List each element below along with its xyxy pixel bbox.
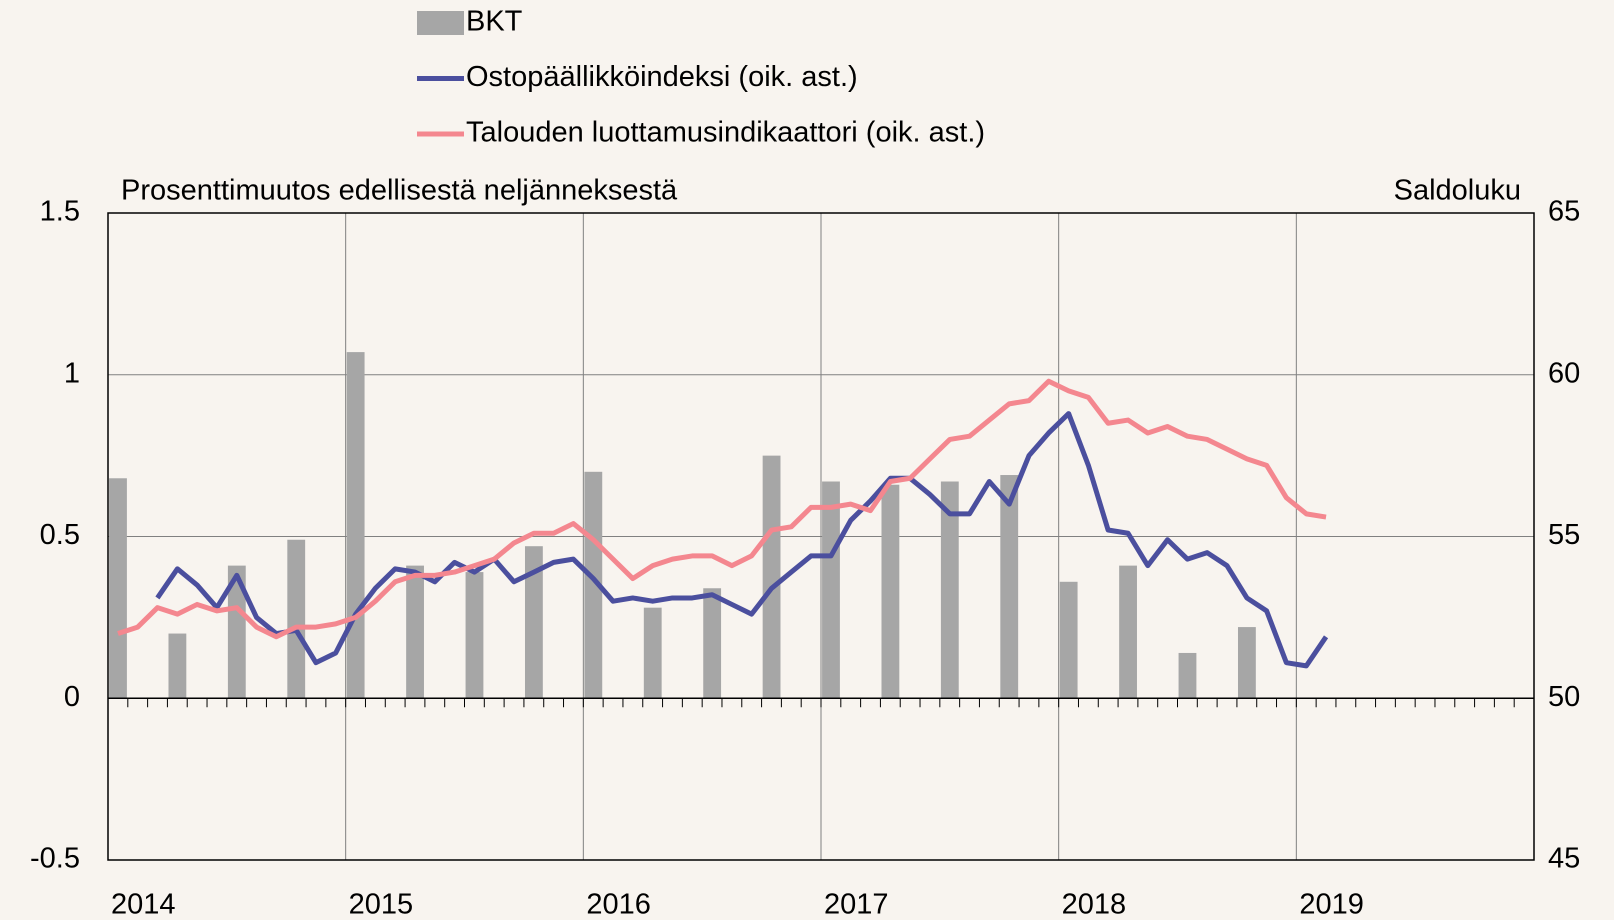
y-tick-label: 0.5 xyxy=(40,519,80,551)
legend-label: BKT xyxy=(466,6,523,38)
y2-tick-label: 65 xyxy=(1548,196,1580,228)
y2-tick-label: 50 xyxy=(1548,681,1580,713)
y-tick-label: 0 xyxy=(64,681,80,713)
y-tick-label: 1.5 xyxy=(40,196,80,228)
bar xyxy=(881,484,900,699)
y2-tick-label: 55 xyxy=(1548,519,1580,551)
x-tick-label: 2014 xyxy=(111,889,176,920)
bar xyxy=(406,565,424,699)
x-tick-label: 2018 xyxy=(1062,889,1127,920)
bar xyxy=(109,478,127,699)
y-tick-label: -0.5 xyxy=(30,843,80,875)
bar xyxy=(643,607,662,699)
plot-frame xyxy=(107,212,1535,861)
bar xyxy=(227,565,246,699)
bar xyxy=(822,481,840,699)
legend-label: Ostopäällikköindeksi (oik. ast.) xyxy=(466,61,858,93)
bar xyxy=(940,481,959,699)
bar xyxy=(584,471,603,699)
line xyxy=(117,378,1327,640)
y-tick-label: 1 xyxy=(64,357,80,389)
bar xyxy=(1178,652,1197,699)
legend-swatch xyxy=(417,11,464,35)
bar xyxy=(762,455,781,699)
x-tick-label: 2019 xyxy=(1299,889,1364,920)
bar xyxy=(703,588,722,699)
bar xyxy=(1059,581,1078,699)
y2-tick-label: 60 xyxy=(1548,357,1580,389)
bar xyxy=(1119,565,1137,699)
y-axis-label: Prosenttimuutos edellisestä neljännekses… xyxy=(121,175,678,207)
bar xyxy=(1000,475,1019,699)
bar xyxy=(346,352,365,699)
bar xyxy=(168,633,187,699)
legend-label: Talouden luottamusindikaattori (oik. ast… xyxy=(466,117,985,149)
y2-tick-label: 45 xyxy=(1548,843,1580,875)
x-tick-label: 2015 xyxy=(349,889,414,920)
x-tick-label: 2016 xyxy=(586,889,651,920)
bar xyxy=(1237,627,1256,699)
x-tick-label: 2017 xyxy=(824,889,889,920)
bar xyxy=(287,539,306,699)
y2-axis-label: Saldoluku xyxy=(1394,175,1521,207)
bar xyxy=(524,546,543,699)
bar xyxy=(465,572,484,699)
